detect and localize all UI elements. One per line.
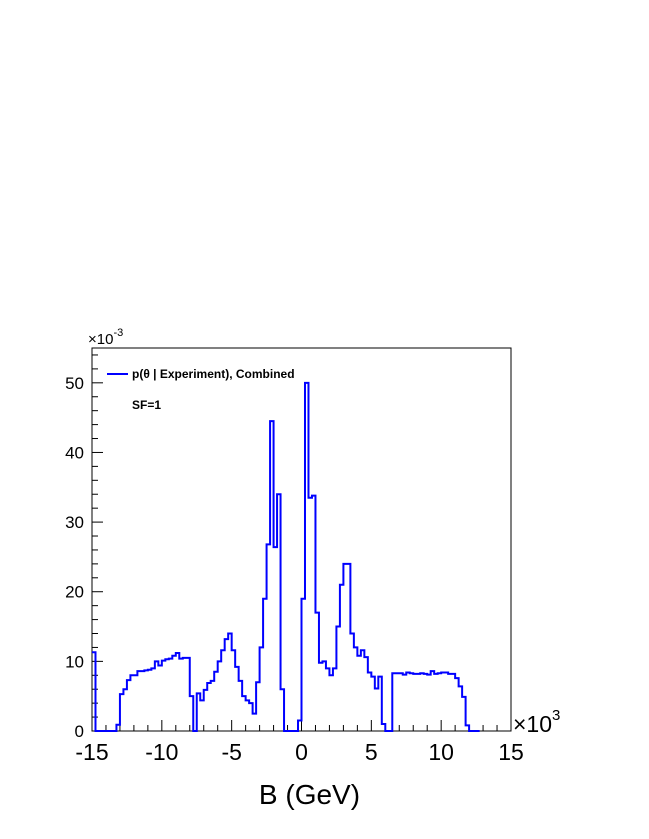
y-axis-multiplier-exponent: -3	[113, 327, 123, 339]
y-tick-label: 20	[65, 583, 84, 602]
x-tick-label: -10	[145, 739, 178, 765]
legend-note: SF=1	[132, 398, 161, 412]
y-tick-label: 30	[65, 513, 84, 532]
x-tick-label: -15	[75, 739, 108, 765]
y-tick-label: 10	[65, 652, 84, 671]
x-tick-label: 15	[498, 739, 524, 765]
x-tick-label: 10	[428, 739, 454, 765]
y-tick-label: 0	[75, 722, 84, 741]
x-tick-label: -5	[221, 739, 241, 765]
y-tick-label: 40	[65, 443, 84, 462]
x-tick-label: 0	[295, 739, 308, 765]
y-axis-multiplier: ×10-3	[88, 327, 123, 348]
x-axis-title: B (GeV)	[259, 779, 360, 810]
x-axis-multiplier-exponent: 3	[552, 707, 560, 724]
chart-text: -15 -10 -5 0 5 10 15 0 10 20 30 40 50 ×103 ×10-3 B (GeV…	[65, 327, 560, 810]
legend-entry-label: p(θ | Experiment), Combined	[132, 367, 295, 381]
series-line	[92, 381, 480, 732]
x-axis-multiplier: ×103	[513, 707, 560, 737]
x-tick-label: 5	[365, 739, 378, 765]
series-layer	[92, 381, 480, 732]
y-tick-label: 50	[65, 374, 84, 393]
